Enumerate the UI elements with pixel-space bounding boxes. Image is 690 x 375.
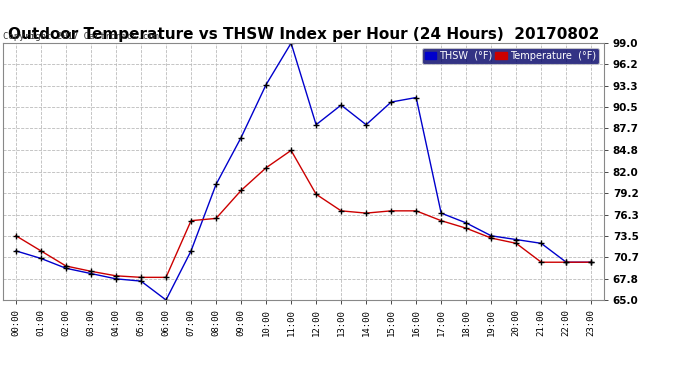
Text: Copyright 2017 Cartronics.com: Copyright 2017 Cartronics.com bbox=[3, 32, 159, 41]
Legend: THSW  (°F), Temperature  (°F): THSW (°F), Temperature (°F) bbox=[422, 48, 599, 64]
Title: Outdoor Temperature vs THSW Index per Hour (24 Hours)  20170802: Outdoor Temperature vs THSW Index per Ho… bbox=[8, 27, 600, 42]
